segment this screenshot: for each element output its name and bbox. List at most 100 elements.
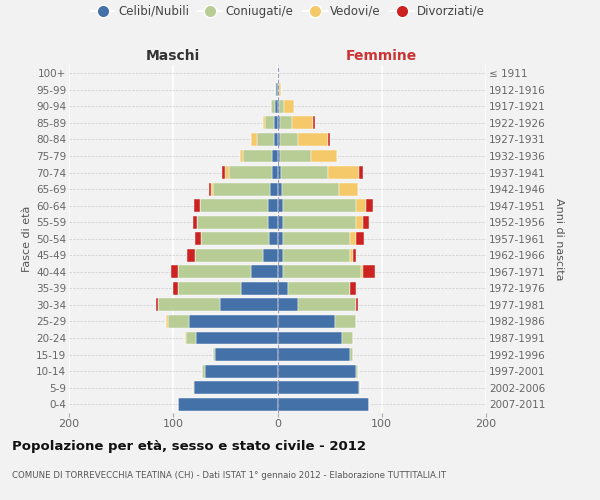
Bar [268, 199, 277, 212]
Bar [277, 364, 356, 378]
Bar [213, 182, 270, 196]
Bar [270, 182, 277, 196]
Bar [356, 232, 364, 245]
Bar [356, 216, 363, 228]
Bar [197, 216, 268, 228]
Bar [220, 298, 277, 312]
Bar [243, 150, 272, 162]
Bar [178, 266, 251, 278]
Bar [275, 84, 277, 96]
Bar [356, 364, 358, 378]
Bar [281, 166, 328, 179]
Bar [311, 150, 337, 162]
Bar [274, 116, 277, 130]
Bar [353, 249, 356, 262]
Bar [283, 266, 361, 278]
Bar [271, 100, 275, 113]
Bar [168, 315, 189, 328]
Bar [277, 298, 298, 312]
Bar [277, 332, 342, 344]
Bar [277, 84, 278, 96]
Bar [226, 166, 229, 179]
Bar [229, 166, 272, 179]
Bar [185, 332, 186, 344]
Bar [277, 232, 283, 245]
Bar [350, 249, 353, 262]
Bar [195, 249, 263, 262]
Bar [257, 133, 274, 146]
Legend: Celibi/Nubili, Coniugati/e, Vedovi/e, Divorziati/e: Celibi/Nubili, Coniugati/e, Vedovi/e, Di… [86, 0, 490, 22]
Bar [363, 266, 376, 278]
Bar [274, 133, 277, 146]
Bar [277, 199, 283, 212]
Bar [283, 249, 350, 262]
Bar [359, 381, 360, 394]
Bar [366, 199, 373, 212]
Bar [359, 166, 363, 179]
Bar [342, 332, 353, 344]
Bar [277, 182, 281, 196]
Bar [298, 133, 328, 146]
Bar [350, 348, 353, 361]
Bar [277, 100, 278, 113]
Bar [278, 100, 284, 113]
Bar [263, 249, 277, 262]
Bar [178, 398, 277, 410]
Bar [356, 199, 366, 212]
Bar [158, 298, 220, 312]
Bar [298, 298, 356, 312]
Bar [173, 282, 178, 295]
Bar [272, 150, 277, 162]
Bar [251, 133, 257, 146]
Bar [277, 398, 369, 410]
Bar [171, 266, 178, 278]
Bar [240, 150, 243, 162]
Bar [194, 381, 277, 394]
Y-axis label: Anni di nascita: Anni di nascita [554, 198, 564, 280]
Bar [222, 166, 226, 179]
Bar [202, 364, 205, 378]
Text: Popolazione per età, sesso e stato civile - 2012: Popolazione per età, sesso e stato civil… [12, 440, 366, 453]
Bar [292, 116, 313, 130]
Bar [283, 232, 350, 245]
Bar [251, 266, 277, 278]
Bar [196, 332, 277, 344]
Bar [288, 282, 350, 295]
Bar [277, 348, 350, 361]
Bar [178, 282, 241, 295]
Bar [193, 216, 197, 228]
Bar [215, 348, 277, 361]
Bar [186, 332, 196, 344]
Bar [205, 364, 277, 378]
Bar [189, 315, 277, 328]
Bar [277, 266, 283, 278]
Bar [277, 282, 288, 295]
Bar [350, 232, 356, 245]
Bar [283, 199, 356, 212]
Bar [202, 232, 269, 245]
Text: Femmine: Femmine [346, 48, 418, 62]
Bar [263, 116, 265, 130]
Bar [277, 315, 335, 328]
Bar [328, 166, 359, 179]
Bar [194, 199, 200, 212]
Bar [277, 166, 281, 179]
Bar [339, 182, 358, 196]
Bar [193, 381, 194, 394]
Bar [155, 298, 158, 312]
Bar [272, 166, 277, 179]
Y-axis label: Fasce di età: Fasce di età [22, 206, 32, 272]
Bar [284, 100, 294, 113]
Bar [277, 150, 280, 162]
Bar [313, 116, 315, 130]
Bar [278, 84, 281, 96]
Bar [209, 182, 211, 196]
Bar [281, 182, 339, 196]
Bar [361, 266, 363, 278]
Bar [277, 216, 283, 228]
Bar [211, 182, 213, 196]
Bar [277, 249, 283, 262]
Bar [200, 199, 268, 212]
Bar [187, 249, 195, 262]
Bar [213, 348, 215, 361]
